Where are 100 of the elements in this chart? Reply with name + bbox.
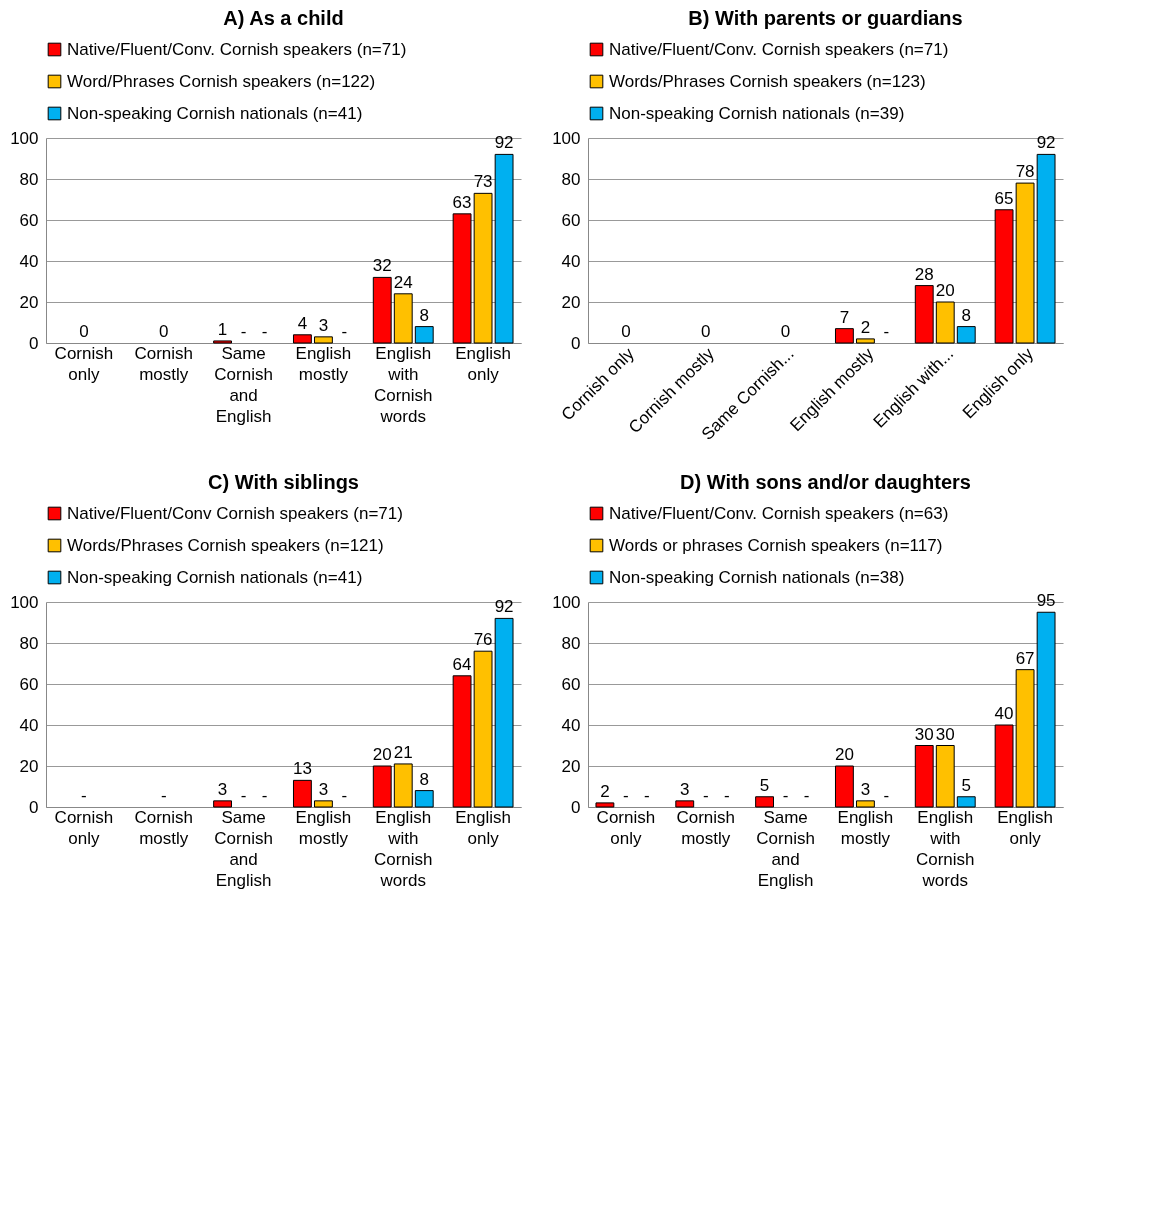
data-label: 92	[494, 597, 514, 617]
data-label: 0	[79, 322, 89, 341]
y-tick-label: 0	[29, 797, 39, 817]
bar	[414, 790, 434, 808]
bar	[935, 301, 955, 344]
y-tick-label: 100	[10, 592, 39, 612]
text: -	[341, 786, 348, 805]
y-tick-label: 40	[561, 251, 581, 271]
data-label: 73	[473, 172, 493, 192]
legend-label: Words or phrases Cornish speakers (n=117)	[609, 535, 943, 555]
legend-label: Native/Fluent/Conv Cornish speakers (n=71)	[67, 503, 403, 523]
data-label: 78	[1015, 162, 1035, 182]
data-label: 21	[393, 742, 413, 762]
legend-label: Non-speaking Cornish nationals (n=41)	[67, 103, 363, 123]
y-tick-label: 80	[19, 633, 39, 653]
bar	[414, 326, 434, 344]
x-tick-label: Cornish mostly	[676, 807, 736, 848]
bar	[956, 326, 976, 344]
bar	[675, 800, 695, 808]
data-label: 64	[452, 654, 472, 674]
chart-title: D) With sons and/or daughters	[680, 471, 971, 493]
legend-label: Word/Phrases Cornish speakers (n=122)	[67, 71, 376, 91]
y-tick-label: 40	[19, 251, 39, 271]
data-label: 76	[473, 630, 493, 650]
y-tick-label: 20	[19, 292, 39, 312]
legend-label: Native/Fluent/Conv. Cornish speakers (n=63)	[609, 503, 949, 523]
bar	[1036, 153, 1056, 344]
y-tick-label: 100	[552, 128, 581, 148]
x-tick-label: Cornish only	[54, 807, 114, 848]
y-tick-label: 40	[19, 715, 39, 735]
y-tick-label: 80	[561, 633, 581, 653]
y-tick-label: 0	[29, 333, 39, 353]
bar	[494, 617, 514, 808]
y-tick-label: 20	[561, 756, 581, 776]
bar	[473, 650, 493, 808]
bar	[834, 765, 854, 808]
text: -	[782, 786, 789, 805]
data-label: 3	[318, 315, 329, 335]
y-tick-label: 20	[561, 292, 581, 312]
x-tick-label: English only	[455, 343, 511, 384]
text: -	[261, 322, 268, 341]
legend-label: Native/Fluent/Conv. Cornish speakers (n=71)	[67, 39, 407, 59]
data-label: 1	[217, 319, 228, 339]
data-label: 20	[372, 745, 392, 764]
bar	[292, 779, 312, 808]
y-tick-label: 60	[561, 210, 581, 230]
legend-label: Words/Phrases Cornish speakers (n=121)	[67, 535, 384, 555]
data-label: 32	[372, 256, 392, 276]
legend-label: Words/Phrases Cornish speakers (n=123)	[609, 71, 926, 91]
bar	[956, 796, 976, 808]
bar	[855, 800, 875, 808]
data-label: 5	[759, 775, 770, 795]
data-label: 8	[419, 305, 429, 325]
data-label: 0	[159, 322, 169, 341]
bar	[994, 209, 1014, 344]
legend-label: Non-speaking Cornish nationals (n=41)	[67, 567, 363, 587]
bar	[473, 192, 493, 344]
text: -	[702, 786, 709, 805]
data-label: 20	[935, 281, 955, 300]
text: -	[644, 786, 650, 805]
bar	[372, 276, 392, 344]
text: -	[883, 786, 890, 805]
bar	[1036, 611, 1056, 808]
text: -	[883, 322, 890, 341]
y-tick-label: 40	[561, 715, 581, 735]
legend-label: Non-speaking Cornish nationals (n=38)	[609, 567, 905, 587]
data-label: 92	[494, 133, 514, 153]
data-label: 30	[935, 724, 955, 744]
data-label: 5	[961, 775, 971, 795]
x-tick-label: Same Cornish and English	[214, 807, 273, 890]
data-label: 4	[297, 313, 308, 333]
data-label: 28	[914, 264, 934, 284]
chart-title: B) With parents or guardians	[688, 7, 963, 29]
data-label: 24	[393, 272, 413, 292]
bar	[834, 328, 854, 344]
data-label: 3	[318, 779, 329, 799]
data-label: 65	[994, 188, 1014, 208]
chart-title: C) With siblings	[208, 471, 359, 493]
x-tick-label: English only	[997, 807, 1053, 848]
legend-label: Non-speaking Cornish nationals (n=39)	[609, 103, 905, 123]
data-label: 0	[621, 322, 631, 341]
x-tick-label: English with Cornish words	[915, 807, 975, 890]
text: -	[81, 786, 87, 805]
data-label: 3	[680, 779, 690, 799]
bar	[372, 765, 392, 808]
bar	[213, 340, 232, 344]
y-tick-label: 60	[19, 674, 39, 694]
bar	[313, 800, 333, 808]
text: -	[240, 322, 247, 341]
bar	[914, 745, 934, 808]
x-tick-label: Same Cornish and English	[214, 343, 273, 426]
data-label: 8	[961, 305, 971, 325]
x-tick-label: English mostly	[295, 807, 352, 848]
bar	[914, 285, 934, 344]
x-tick-label: English mostly	[837, 807, 894, 848]
bar	[313, 336, 333, 344]
bar	[595, 802, 615, 808]
bar	[452, 675, 472, 808]
x-tick-label: Same Cornish and English	[756, 807, 815, 890]
data-label: 20	[834, 745, 854, 764]
